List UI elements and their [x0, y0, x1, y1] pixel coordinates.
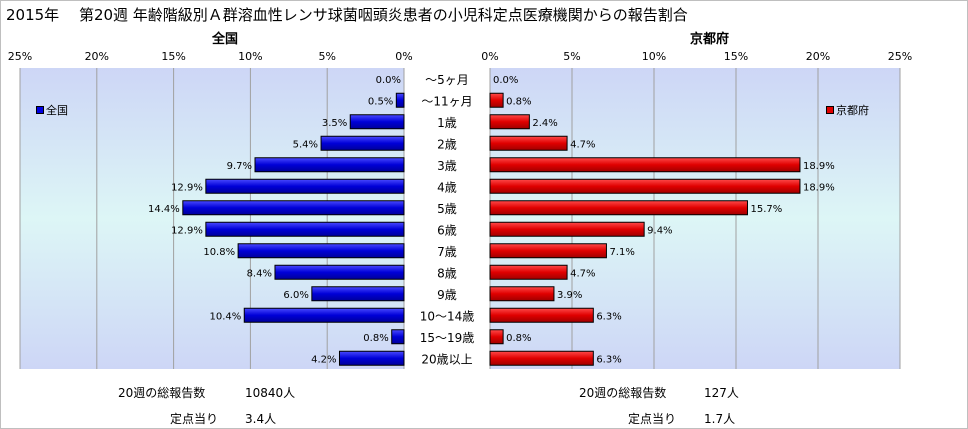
right-bar-data-label: 18.9% [803, 182, 835, 193]
right-bar [489, 221, 645, 237]
right-bar-data-label: 6.3% [596, 311, 621, 322]
left-bar-data-label: 9.7% [227, 161, 252, 172]
left-bar-data-label: 0.0% [376, 75, 401, 86]
left-bar-data-label: 8.4% [247, 268, 272, 279]
right-per-label: 定点当り [628, 412, 677, 426]
left-bar [274, 264, 405, 280]
right-bar [489, 92, 504, 108]
right-total-value: 127人 [704, 386, 739, 400]
left-bar-data-label: 10.8% [203, 247, 235, 258]
left-bar-data-label: 5.4% [293, 139, 318, 150]
left-bar [237, 243, 405, 259]
right-tick-label: 15% [724, 50, 748, 63]
left-per-value: 3.4人 [245, 412, 277, 426]
category-label: 5歳 [437, 202, 457, 216]
right-tick-label: 5% [563, 50, 580, 63]
category-label: 1歳 [437, 116, 457, 130]
category-label: 6歳 [437, 223, 457, 237]
category-label: 10～14歳 [420, 309, 475, 323]
left-total-label: 20週の総報告数 [118, 386, 206, 400]
left-bar [395, 92, 405, 108]
right-legend: 京都府 [826, 102, 869, 118]
left-bar-data-label: 12.9% [171, 182, 203, 193]
right-bar-data-label: 0.8% [506, 96, 531, 107]
right-per-value: 1.7人 [704, 412, 736, 426]
left-bar-data-label: 0.8% [363, 333, 388, 344]
left-panel-title: 全国 [212, 32, 239, 47]
right-bar [489, 329, 504, 345]
left-legend-swatch [36, 106, 44, 114]
right-bar-data-label: 15.7% [750, 204, 782, 215]
left-bar-data-label: 10.4% [209, 311, 241, 322]
right-bar [489, 350, 594, 366]
left-bar [311, 286, 405, 302]
right-bar [489, 114, 530, 130]
right-bar-data-label: 0.8% [506, 333, 531, 344]
chart-title: 2015年 第20週 年齢階級別Ａ群溶血性レンサ球菌咽頭炎患者の小児科定点医療機… [6, 6, 688, 24]
left-bar [243, 307, 405, 323]
right-bar [489, 157, 801, 173]
left-tick-label: 0% [395, 50, 412, 63]
category-label: 2歳 [437, 137, 457, 151]
left-plot-area [20, 68, 404, 369]
right-bar [489, 135, 568, 151]
left-tick-label: 10% [238, 50, 262, 63]
left-bar-data-label: 12.9% [171, 225, 203, 236]
right-bar [489, 264, 568, 280]
right-bar-data-label: 0.0% [493, 75, 518, 86]
left-tick-label: 20% [85, 50, 109, 63]
left-total-value: 10840人 [245, 386, 296, 400]
left-per-label: 定点当り [170, 412, 219, 426]
right-bar [489, 178, 801, 194]
right-bar-data-label: 3.9% [557, 290, 582, 301]
left-bar-data-label: 6.0% [283, 290, 308, 301]
left-legend: 全国 [36, 102, 68, 118]
left-bar [338, 350, 405, 366]
right-bar-data-label: 2.4% [532, 118, 557, 129]
left-bar-data-label: 3.5% [322, 118, 347, 129]
right-panel-title: 京都府 [690, 32, 730, 47]
right-bar-data-label: 4.7% [570, 139, 595, 150]
left-bar [254, 157, 405, 173]
left-bar [182, 200, 405, 216]
left-bar-data-label: 14.4% [148, 204, 180, 215]
left-bar [205, 221, 405, 237]
left-bar-data-label: 4.2% [311, 354, 336, 365]
left-bar [349, 114, 405, 130]
right-legend-label: 京都府 [836, 104, 869, 117]
right-tick-label: 20% [806, 50, 830, 63]
right-bar-data-label: 6.3% [596, 354, 621, 365]
right-bar [489, 200, 748, 216]
right-tick-label: 0% [481, 50, 498, 63]
left-bar-data-label: 0.5% [368, 96, 393, 107]
left-legend-label: 全国 [46, 104, 68, 117]
category-label: 7歳 [437, 245, 457, 259]
left-bar [391, 329, 405, 345]
right-total-label: 20週の総報告数 [579, 386, 667, 400]
category-label: 15～19歳 [420, 331, 475, 345]
category-label: 4歳 [437, 180, 457, 194]
category-label: ～5ヶ月 [425, 73, 469, 87]
category-label: 8歳 [437, 266, 457, 280]
right-tick-label: 10% [642, 50, 666, 63]
right-bar-data-label: 4.7% [570, 268, 595, 279]
right-tick-label: 25% [888, 50, 912, 63]
right-bar [489, 243, 607, 259]
right-bar [489, 307, 594, 323]
left-tick-label: 5% [318, 50, 335, 63]
right-bar [489, 286, 555, 302]
right-legend-swatch [826, 106, 834, 114]
left-tick-label: 25% [8, 50, 32, 63]
category-label: ～11ヶ月 [421, 94, 472, 108]
right-bar-data-label: 9.4% [647, 225, 672, 236]
left-bar [205, 178, 405, 194]
left-bar [320, 135, 405, 151]
category-label: 9歳 [437, 288, 457, 302]
right-bar-data-label: 18.9% [803, 161, 835, 172]
category-label: 3歳 [437, 159, 457, 173]
category-label: 20歳以上 [421, 352, 472, 366]
right-bar-data-label: 7.1% [609, 247, 634, 258]
left-tick-label: 15% [161, 50, 185, 63]
